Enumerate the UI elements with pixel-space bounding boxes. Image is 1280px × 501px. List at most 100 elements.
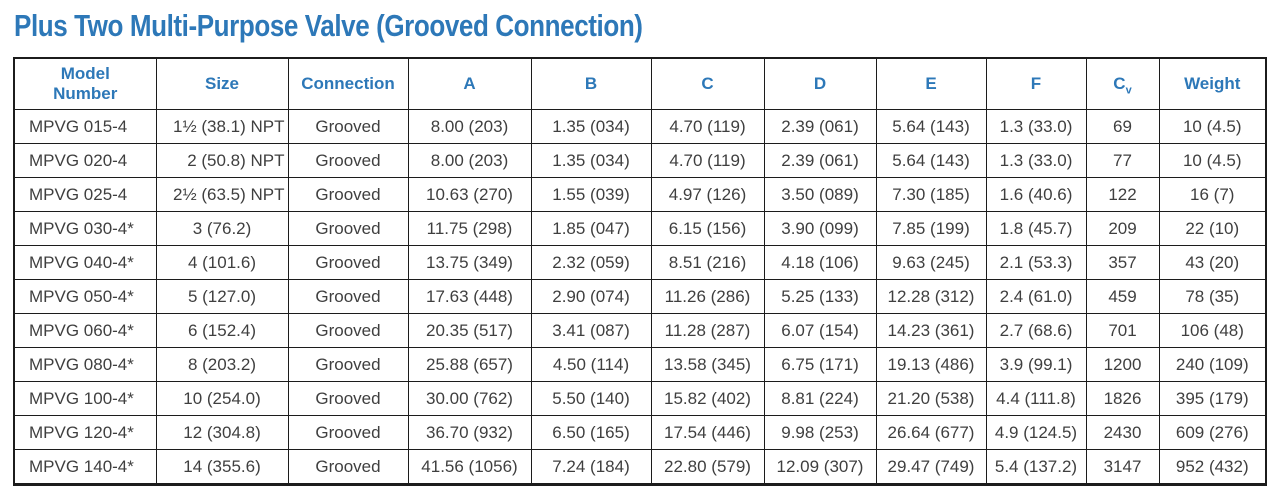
table-row: MPVG 025-4 2½ (63.5) NPT Grooved 10.63 (270…	[13, 177, 1267, 212]
page-title: Plus Two Multi-Purpose Valve (Grooved Co…	[14, 8, 643, 43]
cell-b: 1.35 (034)	[530, 143, 652, 178]
column-header-cv-subscript: v	[1125, 84, 1132, 97]
cell-cv: 209	[1085, 211, 1160, 246]
cell-connection: Grooved	[287, 177, 409, 212]
cell-f: 2.1 (53.3)	[985, 245, 1087, 280]
cell-d: 8.81 (224)	[763, 381, 877, 416]
column-header-c: C	[650, 57, 765, 110]
cell-d: 4.18 (106)	[763, 245, 877, 280]
cell-cv: 1200	[1085, 347, 1160, 382]
cell-model: MPVG 015-4	[13, 109, 157, 144]
column-header-f: F	[985, 57, 1087, 110]
cell-f: 3.9 (99.1)	[985, 347, 1087, 382]
cell-weight: 952 (432)	[1158, 449, 1267, 485]
cell-model: MPVG 020-4	[13, 143, 157, 178]
cell-d: 12.09 (307)	[763, 449, 877, 485]
cell-c: 6.15 (156)	[650, 211, 765, 246]
table-row: MPVG 100-4* 10 (254.0) Grooved 30.00 (762) 5…	[13, 381, 1267, 416]
cell-connection: Grooved	[287, 347, 409, 382]
cell-cv: 3147	[1085, 449, 1160, 485]
table-header-row: Model Number Size Connection A B C D E F Cv Weight	[13, 57, 1267, 110]
column-header-e: E	[875, 57, 987, 110]
cell-size: 8 (203.2)	[155, 347, 289, 382]
cell-size: 6 (152.4)	[155, 313, 289, 348]
cell-b: 7.24 (184)	[530, 449, 652, 485]
cell-weight: 395 (179)	[1158, 381, 1267, 416]
cell-c: 4.70 (119)	[650, 109, 765, 144]
valve-spec-table: Model Number Size Connection A B C D E F Cv Weight…	[13, 57, 1267, 486]
cell-d: 6.07 (154)	[763, 313, 877, 348]
cell-c: 11.28 (287)	[650, 313, 765, 348]
cell-connection: Grooved	[287, 415, 409, 450]
cell-a: 10.63 (270)	[407, 177, 532, 212]
table-header: Model Number Size Connection A B C D E F Cv Weight	[13, 57, 1267, 110]
table-row: MPVG 040-4* 4 (101.6) Grooved 13.75 (349) 2.…	[13, 245, 1267, 280]
cell-e: 7.85 (199)	[875, 211, 987, 246]
cell-d: 2.39 (061)	[763, 143, 877, 178]
cell-weight: 609 (276)	[1158, 415, 1267, 450]
cell-cv: 1826	[1085, 381, 1160, 416]
column-header-weight: Weight	[1158, 57, 1267, 110]
table-body: MPVG 015-4 1½ (38.1) NPT Grooved 8.00 (203)…	[13, 109, 1267, 485]
cell-weight: 22 (10)	[1158, 211, 1267, 246]
cell-a: 8.00 (203)	[407, 109, 532, 144]
cell-connection: Grooved	[287, 313, 409, 348]
cell-weight: 240 (109)	[1158, 347, 1267, 382]
cell-c: 8.51 (216)	[650, 245, 765, 280]
cell-f: 2.4 (61.0)	[985, 279, 1087, 314]
cell-cv: 69	[1085, 109, 1160, 144]
cell-weight: 43 (20)	[1158, 245, 1267, 280]
cell-e: 9.63 (245)	[875, 245, 987, 280]
cell-a: 25.88 (657)	[407, 347, 532, 382]
cell-model: MPVG 140-4*	[13, 449, 157, 485]
cell-b: 2.90 (074)	[530, 279, 652, 314]
column-header-d: D	[763, 57, 877, 110]
cell-b: 2.32 (059)	[530, 245, 652, 280]
cell-connection: Grooved	[287, 143, 409, 178]
cell-a: 20.35 (517)	[407, 313, 532, 348]
cell-f: 4.4 (111.8)	[985, 381, 1087, 416]
cell-cv: 122	[1085, 177, 1160, 212]
cell-e: 7.30 (185)	[875, 177, 987, 212]
table-row: MPVG 140-4* 14 (355.6) Grooved 41.56 (1056)…	[13, 449, 1267, 485]
cell-c: 11.26 (286)	[650, 279, 765, 314]
cell-size: 3 (76.2)	[155, 211, 289, 246]
cell-weight: 10 (4.5)	[1158, 143, 1267, 178]
column-header-connection: Connection	[287, 57, 409, 110]
cell-cv: 701	[1085, 313, 1160, 348]
cell-f: 1.3 (33.0)	[985, 109, 1087, 144]
cell-c: 17.54 (446)	[650, 415, 765, 450]
cell-c: 13.58 (345)	[650, 347, 765, 382]
column-header-a: A	[407, 57, 532, 110]
cell-e: 14.23 (361)	[875, 313, 987, 348]
cell-e: 12.28 (312)	[875, 279, 987, 314]
cell-model: MPVG 060-4*	[13, 313, 157, 348]
cell-cv: 459	[1085, 279, 1160, 314]
cell-c: 4.70 (119)	[650, 143, 765, 178]
cell-f: 4.9 (124.5)	[985, 415, 1087, 450]
cell-a: 17.63 (448)	[407, 279, 532, 314]
cell-model: MPVG 120-4*	[13, 415, 157, 450]
table-row: MPVG 020-4 2 (50.8) NPT Grooved 8.00 (203) 1…	[13, 143, 1267, 178]
cell-size: 14 (355.6)	[155, 449, 289, 485]
cell-f: 1.6 (40.6)	[985, 177, 1087, 212]
cell-size: 4 (101.6)	[155, 245, 289, 280]
cell-connection: Grooved	[287, 109, 409, 144]
table-row: MPVG 030-4* 3 (76.2) Grooved 11.75 (298) 1.8…	[13, 211, 1267, 246]
cell-a: 41.56 (1056)	[407, 449, 532, 485]
column-header-model: Model Number	[13, 57, 157, 110]
cell-d: 9.98 (253)	[763, 415, 877, 450]
cell-model: MPVG 040-4*	[13, 245, 157, 280]
cell-b: 1.55 (039)	[530, 177, 652, 212]
cell-model: MPVG 100-4*	[13, 381, 157, 416]
cell-size: 5 (127.0)	[155, 279, 289, 314]
cell-b: 1.35 (034)	[530, 109, 652, 144]
table-row: MPVG 080-4* 8 (203.2) Grooved 25.88 (657) 4.…	[13, 347, 1267, 382]
cell-weight: 106 (48)	[1158, 313, 1267, 348]
cell-c: 22.80 (579)	[650, 449, 765, 485]
table-row: MPVG 120-4* 12 (304.8) Grooved 36.70 (932) 6…	[13, 415, 1267, 450]
datasheet-page: Plus Two Multi-Purpose Valve (Grooved Co…	[0, 9, 1280, 501]
cell-weight: 78 (35)	[1158, 279, 1267, 314]
cell-connection: Grooved	[287, 381, 409, 416]
cell-b: 1.85 (047)	[530, 211, 652, 246]
